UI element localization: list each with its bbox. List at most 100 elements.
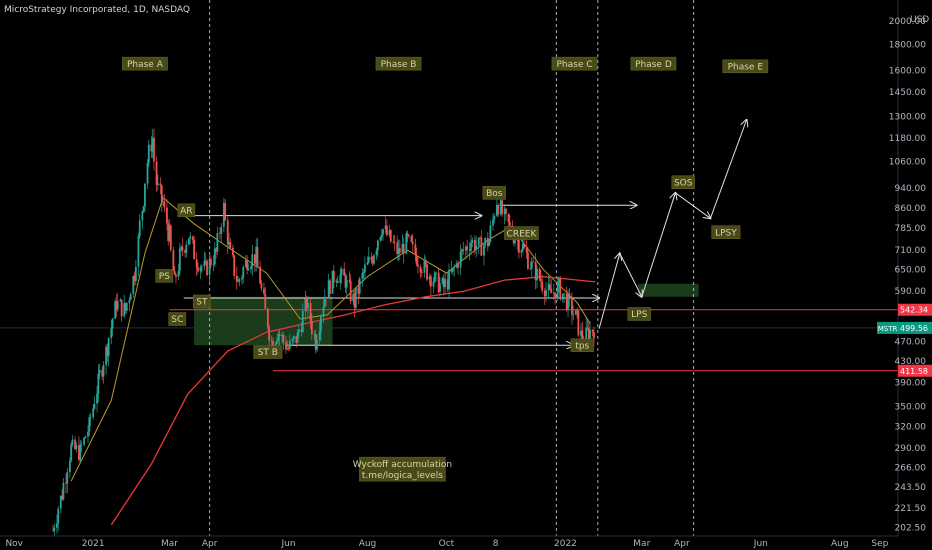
candle-2021-12-14[interactable] [541,281,544,291]
candle-2021-04-10[interactable] [220,226,223,234]
candle-2022-01-07[interactable] [572,314,575,316]
candle-2021-07-15[interactable] [344,275,347,288]
candle-2020-12-29[interactable] [88,417,91,432]
candle-2021-02-02[interactable] [133,276,136,282]
candle-2021-11-16[interactable] [505,208,507,214]
candle-2021-10-13[interactable] [461,249,463,253]
candle-2021-01-25[interactable] [123,303,126,317]
candle-2021-12-17[interactable] [545,290,547,297]
candle-2020-12-21[interactable] [78,445,80,461]
candle-2021-06-04[interactable] [291,339,294,341]
candle-2021-01-06[interactable] [98,369,101,374]
candle-2021-10-05[interactable] [450,269,453,272]
candle-2021-01-18[interactable] [114,301,117,319]
candle-2021-01-19[interactable] [115,301,118,310]
candle-2021-04-27[interactable] [242,266,245,278]
candle-2021-07-23[interactable] [354,287,357,308]
candle-2021-02-06[interactable] [138,220,141,237]
candle-2020-12-01[interactable] [52,530,54,532]
candle-2020-12-30[interactable] [89,417,92,418]
candle-2021-05-28[interactable] [282,334,285,343]
candle-2021-04-22[interactable] [235,275,238,282]
candle-2021-04-09[interactable] [219,232,221,234]
candle-2021-08-22[interactable] [393,241,396,243]
candle-2021-11-06[interactable] [492,219,494,226]
candle-2021-03-06[interactable] [175,274,177,277]
candle-2021-05-16[interactable] [266,308,269,328]
candle-2021-12-27[interactable] [558,278,560,284]
candle-2021-07-12[interactable] [340,268,343,275]
candle-2021-05-07[interactable] [255,246,258,264]
candle-2021-01-26[interactable] [124,303,127,311]
candle-2020-12-16[interactable] [71,439,74,445]
candle-2022-01-11[interactable] [577,310,580,336]
candle-2021-05-24[interactable] [277,333,280,341]
candle-2021-12-21[interactable] [550,288,553,294]
candle-2021-04-29[interactable] [244,259,247,267]
candle-2021-05-30[interactable] [285,342,287,350]
candle-2021-02-25[interactable] [163,201,166,208]
candle-2021-03-26[interactable] [200,266,203,268]
candle-2021-09-09[interactable] [417,264,419,267]
candle-2021-03-22[interactable] [195,259,198,268]
candle-2021-01-02[interactable] [93,403,96,409]
candle-2021-01-29[interactable] [128,300,131,303]
candle-2022-01-10[interactable] [576,309,579,311]
candle-2021-10-03[interactable] [448,269,450,290]
candle-2021-02-15[interactable] [150,144,153,152]
candle-2021-12-31[interactable] [563,293,566,295]
candle-2021-03-19[interactable] [191,236,194,240]
candle-2022-01-22[interactable] [591,329,594,333]
candle-2020-12-23[interactable] [80,444,83,446]
candle-2021-09-18[interactable] [428,276,431,280]
candle-2021-06-02[interactable] [288,340,291,349]
candle-2021-11-07[interactable] [493,215,496,220]
candle-2022-01-14[interactable] [581,330,584,345]
candle-2021-10-20[interactable] [470,242,472,251]
candle-2021-06-05[interactable] [292,335,295,340]
candle-2021-10-21[interactable] [471,239,474,243]
candle-2021-08-09[interactable] [376,240,379,251]
candle-2021-04-05[interactable] [213,248,216,265]
candle-2022-01-09[interactable] [574,309,577,315]
candle-2021-06-30[interactable] [325,296,327,299]
candle-2021-02-08[interactable] [141,211,144,221]
candle-2021-08-08[interactable] [375,250,378,256]
candle-2021-03-23[interactable] [197,267,199,272]
candle-2021-05-19[interactable] [270,340,273,342]
candle-2021-11-19[interactable] [508,222,511,226]
candle-2021-05-13[interactable] [263,288,265,294]
candle-2021-12-05[interactable] [529,268,532,270]
candle-2021-01-27[interactable] [125,302,128,311]
candle-2021-02-03[interactable] [134,266,137,282]
candle-2021-07-30[interactable] [363,264,366,272]
candle-2021-09-26[interactable] [439,283,441,293]
candle-2021-08-06[interactable] [373,255,375,264]
candle-2020-12-09[interactable] [62,482,65,500]
candle-2021-03-02[interactable] [169,225,172,250]
candle-2021-01-11[interactable] [105,346,108,365]
candle-2021-07-05[interactable] [331,270,334,294]
candle-2021-06-08[interactable] [296,332,299,343]
candle-2021-04-20[interactable] [233,255,236,276]
candle-2022-01-02[interactable] [565,293,568,310]
candle-2021-03-05[interactable] [173,271,176,275]
candle-2021-06-29[interactable] [323,296,326,307]
candle-2021-12-06[interactable] [530,261,533,269]
candle-2021-02-17[interactable] [153,137,155,162]
candle-2021-07-21[interactable] [352,293,355,302]
candle-2021-08-25[interactable] [397,248,400,255]
candle-2021-09-23[interactable] [435,272,437,274]
candle-2021-07-19[interactable] [349,280,352,302]
candle-2021-09-22[interactable] [433,272,436,282]
candle-2021-09-28[interactable] [441,278,444,284]
candle-2021-01-20[interactable] [116,301,119,310]
candle-2021-12-16[interactable] [543,290,546,297]
candle-2020-12-11[interactable] [65,482,67,484]
price-axis[interactable]: 202.50 221.50 243.50 266.00 290.00 320.00 350.… [889,17,926,534]
candle-2021-02-19[interactable] [155,161,158,186]
candles-layer[interactable] [52,128,595,536]
candle-2021-01-13[interactable] [107,338,110,357]
candle-2021-08-13[interactable] [382,229,384,235]
candle-2021-01-12[interactable] [106,346,109,357]
